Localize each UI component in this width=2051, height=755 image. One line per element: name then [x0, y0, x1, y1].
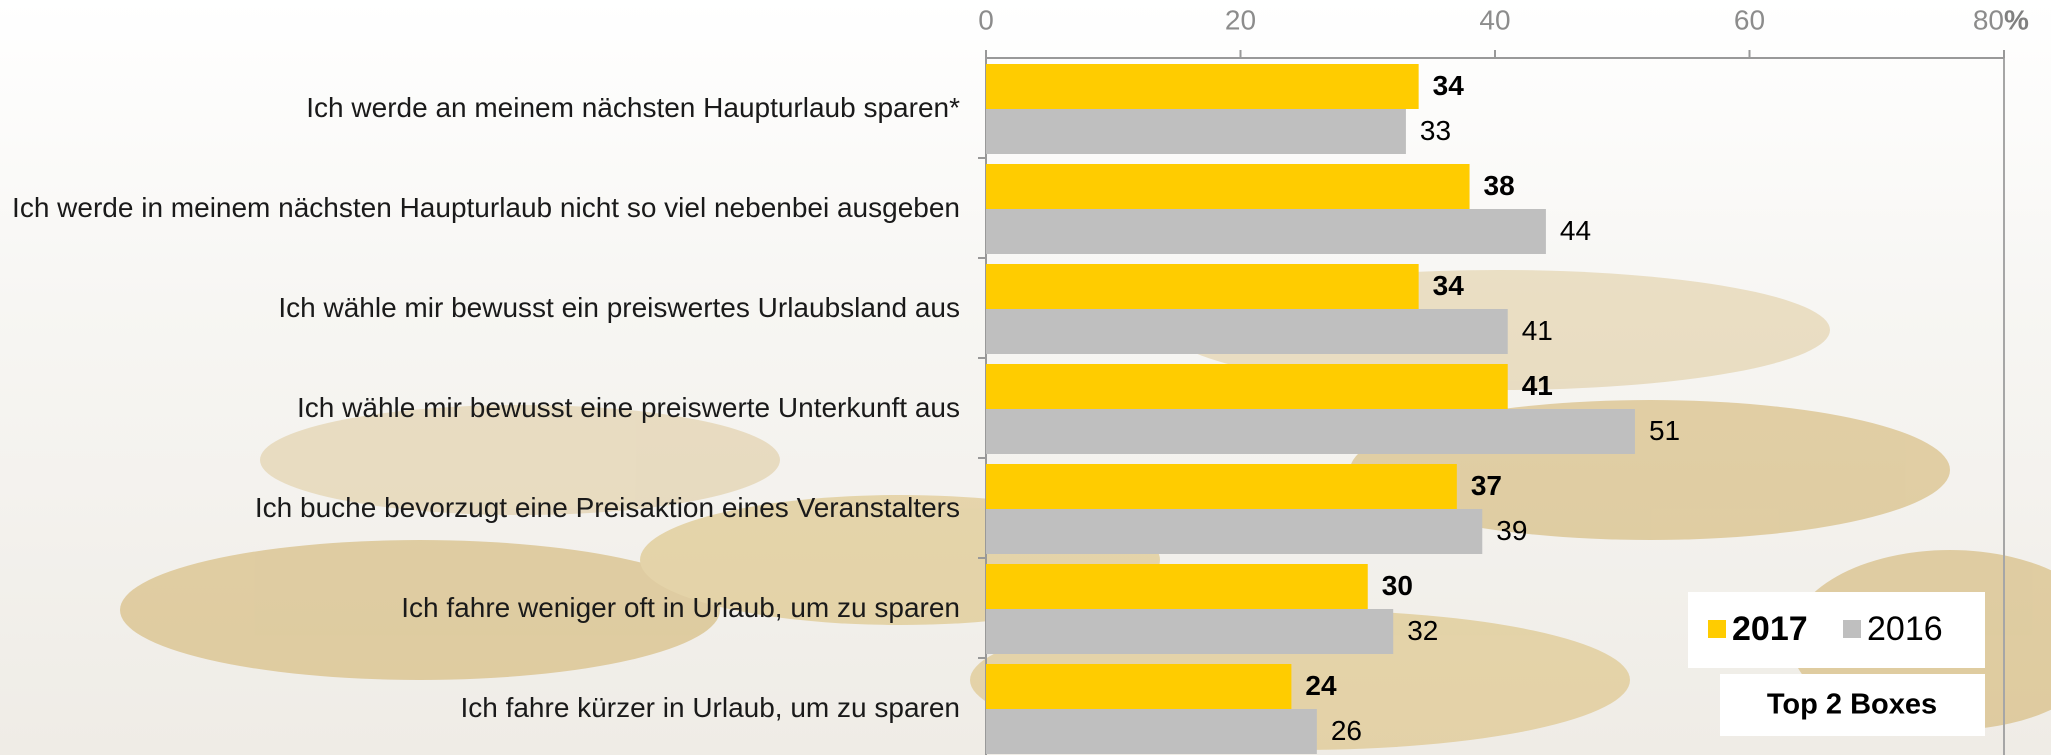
- x-tick-label: 80: [1973, 4, 2004, 35]
- x-tick-label: 40: [1479, 4, 1510, 35]
- bar: [986, 264, 1419, 309]
- legend-swatch: [1708, 620, 1726, 638]
- category-label: Ich fahre kürzer in Urlaub, um zu sparen: [10, 660, 960, 755]
- category-label: Ich werde an meinem nächsten Haupturlaub…: [10, 60, 960, 156]
- legend-label: 2016: [1867, 610, 1943, 648]
- value-label: 41: [1522, 315, 1553, 346]
- bar: [986, 664, 1291, 709]
- bar: [986, 709, 1317, 754]
- x-tick-label: 0: [978, 4, 994, 35]
- value-label: 33: [1420, 115, 1451, 146]
- bar: [986, 209, 1546, 254]
- value-label: 34: [1433, 270, 1465, 301]
- value-label: 39: [1496, 515, 1527, 546]
- bar: [986, 364, 1508, 409]
- value-label: 34: [1433, 70, 1465, 101]
- x-tick-label: 20: [1225, 4, 1256, 35]
- bar: [986, 509, 1482, 554]
- value-label: 41: [1522, 370, 1553, 401]
- x-tick-label: 60: [1734, 4, 1765, 35]
- category-label: Ich fahre weniger oft in Urlaub, um zu s…: [10, 560, 960, 656]
- bar: [986, 309, 1508, 354]
- value-label: 37: [1471, 470, 1502, 501]
- bar: [986, 609, 1393, 654]
- legend-swatch: [1843, 620, 1861, 638]
- value-label: 26: [1331, 715, 1362, 746]
- value-label: 24: [1305, 670, 1337, 701]
- value-label: 38: [1484, 170, 1515, 201]
- page: % Top 2 Boxes 0 20 40 60 80 34 33 38 44 34 41 41 51 3…: [0, 0, 2051, 755]
- category-label: Ich wähle mir bewusst ein preiswertes Ur…: [10, 260, 960, 356]
- x-unit: %: [2004, 4, 2029, 35]
- value-label: 51: [1649, 415, 1680, 446]
- bar: [986, 109, 1406, 154]
- bar: [986, 164, 1470, 209]
- bar: [986, 409, 1635, 454]
- bar: [986, 564, 1368, 609]
- bar: [986, 464, 1457, 509]
- value-label: 30: [1382, 570, 1413, 601]
- category-label: Ich werde in meinem nächsten Haupturlaub…: [10, 160, 960, 256]
- bar: [986, 64, 1419, 109]
- legend-label: 2017: [1732, 610, 1808, 648]
- value-label: 32: [1407, 615, 1438, 646]
- category-label: Ich buche bevorzugt eine Preisaktion ein…: [10, 460, 960, 556]
- value-label: 44: [1560, 215, 1591, 246]
- annotation: Top 2 Boxes: [1767, 689, 1937, 721]
- category-label: Ich wähle mir bewusst eine preiswerte Un…: [10, 360, 960, 456]
